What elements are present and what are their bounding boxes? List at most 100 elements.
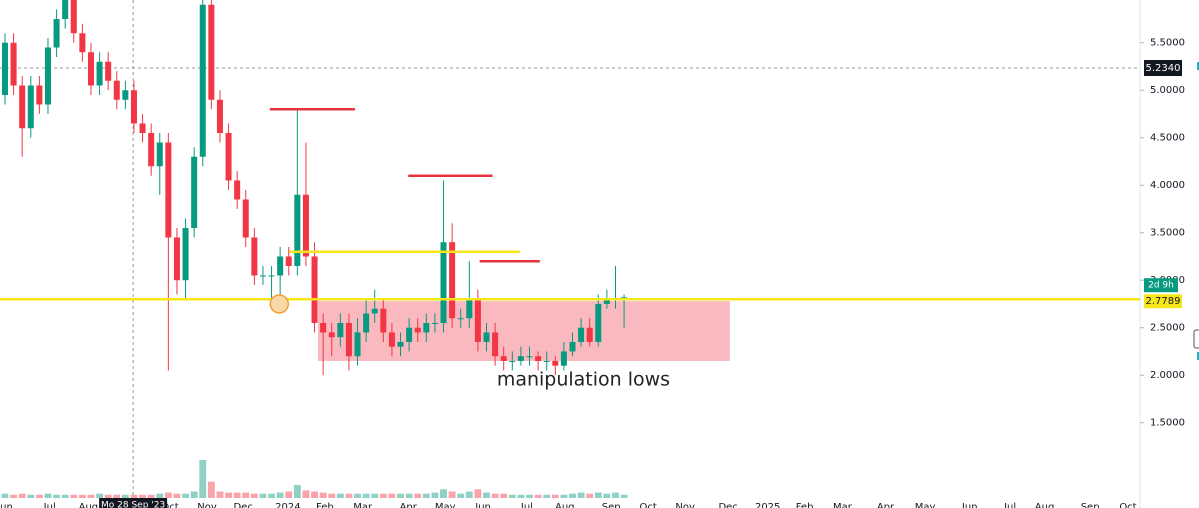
candle-body bbox=[431, 322, 438, 324]
volume-bar bbox=[500, 493, 508, 498]
volume-bar bbox=[551, 494, 559, 498]
candle-body bbox=[560, 351, 567, 366]
candle-body bbox=[603, 299, 610, 304]
volume-bar bbox=[594, 492, 602, 498]
candle-body bbox=[337, 322, 344, 338]
x-tick-label: Jun bbox=[961, 502, 978, 508]
candle-body bbox=[595, 303, 602, 342]
volume-bar bbox=[508, 494, 516, 498]
volume-bar bbox=[534, 494, 542, 498]
candle-body bbox=[320, 322, 327, 333]
candle-body bbox=[96, 61, 103, 86]
x-tick-label: Aug bbox=[555, 502, 575, 508]
x-tick-label: Jun bbox=[0, 502, 13, 508]
candle-body bbox=[79, 33, 86, 53]
volume-bar bbox=[345, 493, 353, 498]
last-price-bg bbox=[1144, 294, 1182, 309]
candle-body bbox=[388, 332, 395, 347]
volume-bar bbox=[526, 494, 533, 498]
candle-body bbox=[122, 90, 129, 100]
candle-body bbox=[53, 18, 60, 48]
volume-bar bbox=[18, 493, 26, 498]
candle-body bbox=[371, 308, 378, 314]
candle-body bbox=[87, 52, 94, 86]
x-tick-label: Sep bbox=[602, 502, 621, 508]
candle-body bbox=[182, 227, 189, 281]
volume-bar bbox=[182, 493, 189, 498]
candle-body bbox=[268, 275, 275, 277]
candle-body bbox=[199, 4, 206, 157]
volume-bar bbox=[405, 493, 413, 498]
candle-body bbox=[27, 85, 34, 129]
candle-body bbox=[578, 327, 585, 342]
volume-bar bbox=[113, 494, 121, 498]
volume-bar bbox=[61, 494, 69, 498]
volume-bar bbox=[336, 493, 344, 498]
y-tick-label: 3.5000 bbox=[1150, 228, 1185, 239]
zone bbox=[317, 301, 730, 361]
volume-bar bbox=[225, 492, 232, 498]
volume-bar bbox=[560, 494, 568, 498]
x-tick-label: Feb bbox=[796, 502, 814, 508]
candle-body bbox=[259, 275, 266, 277]
volume-bar bbox=[577, 492, 585, 498]
volume-bar bbox=[620, 494, 628, 498]
candle-body bbox=[517, 356, 524, 361]
volume-bar bbox=[319, 492, 327, 498]
volume-bar bbox=[199, 460, 207, 498]
scroll-handle[interactable] bbox=[1193, 329, 1199, 349]
volume-bar bbox=[35, 494, 43, 498]
volume-bar bbox=[612, 492, 619, 498]
volume-bar bbox=[457, 493, 465, 498]
volume-bar bbox=[207, 481, 215, 498]
last-price-label: 2.7789 bbox=[1146, 296, 1181, 307]
volume-bar bbox=[388, 493, 396, 498]
x-tick-label: Dec bbox=[718, 502, 737, 508]
volume-bar bbox=[354, 493, 361, 498]
x-tick-label: May bbox=[435, 502, 456, 508]
volume-bar bbox=[233, 492, 241, 498]
volume-bar bbox=[491, 493, 499, 498]
volume-bar bbox=[414, 493, 422, 498]
y-tick-label: 2.5000 bbox=[1150, 323, 1185, 334]
candle-body bbox=[251, 237, 258, 276]
candle-body bbox=[500, 356, 507, 361]
x-tick-label: Jul bbox=[43, 502, 56, 508]
volume-bar bbox=[302, 490, 310, 498]
candle-body bbox=[474, 299, 481, 342]
volume-bar bbox=[268, 493, 275, 498]
countdown: 2d 9h bbox=[1148, 281, 1174, 291]
y-tick-label: 2.0000 bbox=[1150, 370, 1185, 381]
volume-bar bbox=[431, 492, 439, 498]
volume-bar bbox=[517, 494, 525, 498]
volume-bar bbox=[78, 494, 86, 498]
volume-bar bbox=[328, 493, 336, 498]
candle-body bbox=[466, 299, 473, 319]
crosshair-price-bg bbox=[1144, 60, 1182, 77]
candle-body bbox=[397, 341, 404, 347]
candle-body bbox=[285, 256, 292, 266]
candle-body bbox=[543, 360, 550, 362]
candle-body bbox=[130, 90, 137, 124]
volume-bar bbox=[569, 493, 576, 498]
candle-body bbox=[406, 327, 413, 342]
candle-body bbox=[234, 180, 241, 200]
x-tick-label: Jul bbox=[1003, 502, 1016, 508]
x-tick-label: Apr bbox=[877, 502, 895, 508]
x-tick-label: Nov bbox=[197, 502, 217, 508]
volume-bar bbox=[242, 492, 250, 498]
candle-body bbox=[191, 156, 198, 228]
x-tick-label: Oct bbox=[640, 502, 657, 508]
x-tick-label: Sep bbox=[1081, 502, 1100, 508]
candle-body bbox=[363, 313, 370, 333]
candle-body bbox=[70, 0, 77, 34]
candle-body bbox=[509, 360, 516, 362]
candle-body bbox=[1, 42, 8, 95]
edge-marker bbox=[1197, 352, 1199, 360]
y-tick-label: 1.5000 bbox=[1150, 418, 1185, 429]
x-tick-label: Oct bbox=[1119, 502, 1136, 508]
candle-body bbox=[19, 85, 26, 129]
candle-body bbox=[440, 242, 447, 323]
volume-bar bbox=[87, 494, 95, 498]
